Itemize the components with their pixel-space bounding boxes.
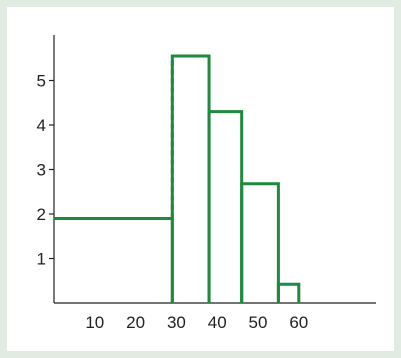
histogram-bar (207, 110, 244, 303)
y-tick-label: 4 (37, 116, 46, 135)
histogram-bar (276, 282, 301, 303)
x-tick-label: 10 (85, 313, 104, 332)
histogram-bar (240, 182, 280, 303)
x-tick-label: 50 (249, 313, 268, 332)
x-tick-label: 30 (167, 313, 186, 332)
x-tick-label: 60 (289, 313, 308, 332)
y-tick-label: 2 (37, 205, 46, 224)
y-tick-label: 5 (37, 72, 46, 91)
x-tick-label: 40 (208, 313, 227, 332)
histogram-bar (170, 54, 211, 303)
histogram-bar (54, 216, 174, 303)
y-ticks: 1 2 3 4 5 (37, 72, 54, 269)
y-tick-label: 1 (37, 250, 46, 269)
chart-panel: 1 2 3 4 5 10 20 30 40 50 60 (7, 7, 394, 351)
axes (53, 35, 376, 304)
x-ticks: 10 20 30 40 50 60 (85, 313, 308, 332)
x-tick-label: 20 (126, 313, 145, 332)
histogram-bars (54, 54, 301, 303)
y-tick-label: 3 (37, 161, 46, 180)
histogram-chart: 1 2 3 4 5 10 20 30 40 50 60 (37, 35, 376, 332)
